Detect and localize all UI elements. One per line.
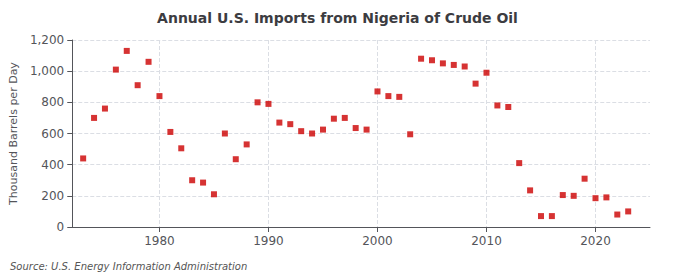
svg-text:2000: 2000 <box>362 234 393 248</box>
svg-text:Source: U.S. Energy Informatio: Source: U.S. Energy Information Administ… <box>10 261 247 272</box>
svg-text:Thousand Barrels per Day: Thousand Barrels per Day <box>7 62 20 206</box>
svg-text:2010: 2010 <box>471 234 502 248</box>
svg-text:2020: 2020 <box>580 234 611 248</box>
svg-text:1980: 1980 <box>144 234 175 248</box>
svg-text:0: 0 <box>57 220 65 234</box>
svg-text:Annual U.S. Imports from Niger: Annual U.S. Imports from Nigeria of Crud… <box>157 10 518 26</box>
svg-text:1,200: 1,200 <box>30 33 64 47</box>
svg-text:1,000: 1,000 <box>30 64 64 78</box>
svg-text:200: 200 <box>41 189 64 203</box>
svg-text:600: 600 <box>41 127 64 141</box>
svg-text:800: 800 <box>41 95 64 109</box>
svg-text:400: 400 <box>41 158 64 172</box>
svg-text:1990: 1990 <box>253 234 284 248</box>
